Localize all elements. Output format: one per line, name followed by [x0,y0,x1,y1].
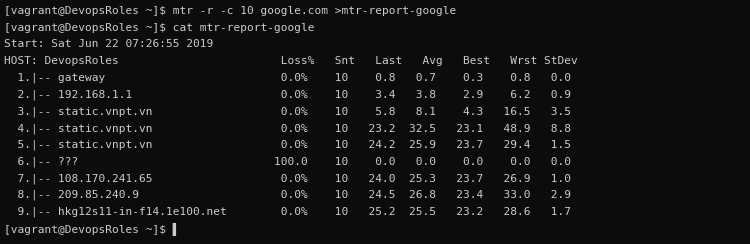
Text: [vagrant@DevopsRoles ~]$ ▌: [vagrant@DevopsRoles ~]$ ▌ [4,223,179,236]
Text: 8.|-- 209.85.240.9                     0.0%    10   24.5  26.8   23.4   33.0   2: 8.|-- 209.85.240.9 0.0% 10 24.5 26.8 23.… [4,190,571,200]
Text: 9.|-- hkg12s11-in-f14.1e100.net        0.0%    10   25.2  25.5   23.2   28.6   1: 9.|-- hkg12s11-in-f14.1e100.net 0.0% 10 … [4,207,571,217]
Text: 3.|-- static.vnpt.vn                   0.0%    10    5.8   8.1    4.3   16.5   3: 3.|-- static.vnpt.vn 0.0% 10 5.8 8.1 4.3… [4,106,571,117]
Text: [vagrant@DevopsRoles ~]$ cat mtr-report-google: [vagrant@DevopsRoles ~]$ cat mtr-report-… [4,23,314,33]
Text: HOST: DevopsRoles                        Loss%   Snt   Last   Avg   Best   Wrst : HOST: DevopsRoles Loss% Snt Last Avg Bes… [4,56,578,66]
Text: 7.|-- 108.170.241.65                   0.0%    10   24.0  25.3   23.7   26.9   1: 7.|-- 108.170.241.65 0.0% 10 24.0 25.3 2… [4,173,571,184]
Text: 2.|-- 192.168.1.1                      0.0%    10    3.4   3.8    2.9    6.2   0: 2.|-- 192.168.1.1 0.0% 10 3.4 3.8 2.9 6.… [4,90,571,100]
Text: 1.|-- gateway                          0.0%    10    0.8   0.7    0.3    0.8   0: 1.|-- gateway 0.0% 10 0.8 0.7 0.3 0.8 0 [4,73,571,83]
Text: 6.|-- ???                             100.0    10    0.0   0.0    0.0    0.0   0: 6.|-- ??? 100.0 10 0.0 0.0 0.0 0.0 0 [4,156,571,167]
Text: [vagrant@DevopsRoles ~]$ mtr -r -c 10 google.com >mtr-report-google: [vagrant@DevopsRoles ~]$ mtr -r -c 10 go… [4,6,456,16]
Text: 5.|-- static.vnpt.vn                   0.0%    10   24.2  25.9   23.7   29.4   1: 5.|-- static.vnpt.vn 0.0% 10 24.2 25.9 2… [4,140,571,150]
Text: Start: Sat Jun 22 07:26:55 2019: Start: Sat Jun 22 07:26:55 2019 [4,40,213,50]
Text: 4.|-- static.vnpt.vn                   0.0%    10   23.2  32.5   23.1   48.9   8: 4.|-- static.vnpt.vn 0.0% 10 23.2 32.5 2… [4,123,571,133]
